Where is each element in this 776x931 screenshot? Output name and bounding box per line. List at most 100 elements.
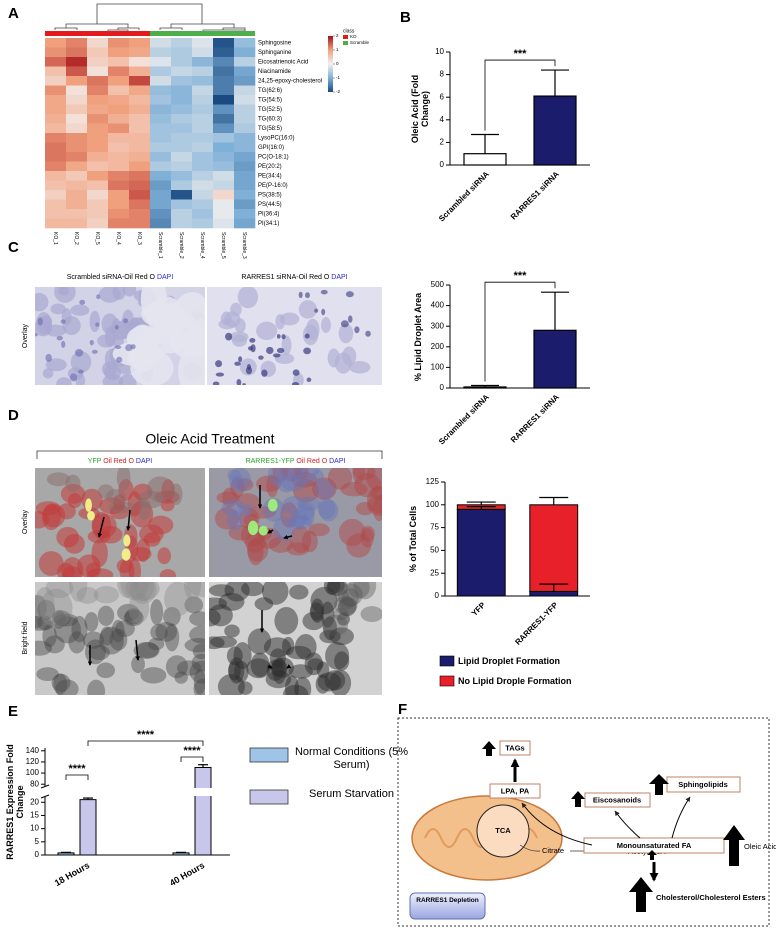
class-bar [150,31,255,36]
bar-segment [456,508,506,597]
cell [289,584,309,600]
row-label: GPI(16:0) [258,145,284,151]
heatmap-cell [87,66,109,77]
caption-part: Oil Red O [103,458,134,465]
heatmap-cell [87,142,109,153]
cell [189,660,205,684]
cell [261,582,289,605]
heatmap-cell [45,114,67,124]
heatmap-cell [150,123,172,134]
bar [172,852,190,856]
cell [165,655,188,679]
cell [327,348,340,368]
heatmap-cell [129,152,151,162]
cell [297,496,322,511]
heatmap-cell [66,95,88,105]
cell [114,325,119,330]
caption-part: RARRES1 siRNA-Oil Red O [241,274,330,281]
cell [320,317,331,333]
cell [159,569,176,577]
heatmap-cell [150,199,172,210]
cell [360,606,382,623]
heatmap-cell [171,218,193,229]
cell [365,330,371,337]
cell [339,597,354,610]
y-tick-label: 0 [440,160,445,169]
cell [266,346,274,355]
heatmap-cell [171,114,193,124]
cell [293,473,315,485]
cell [109,321,131,340]
cell [140,667,167,684]
cell [311,469,324,484]
heatmap-cell [150,180,172,191]
y-axis-label: RARRES1 Expression Fold Change [5,743,25,860]
y-tick-label: 400 [431,301,445,310]
x-tick-label: YFP [470,600,488,618]
cell [245,366,253,375]
cell [62,566,82,577]
heatmap-cell [129,47,151,58]
heatmap-cell [45,123,67,134]
heatmap-cell [213,199,235,210]
cell [298,300,318,319]
y-tick-label: 200 [431,342,445,351]
cell [353,582,377,600]
heatmap-cell [213,47,235,58]
cell [256,321,278,341]
cell [355,501,374,516]
cell [318,499,339,522]
heatmap-cell [192,66,214,77]
bar [533,329,577,389]
cell [222,487,237,508]
caption-part: DAPI [135,458,153,465]
cell [237,287,259,309]
error-bar [541,291,569,331]
heatmap-cell [108,180,130,191]
heatmap-cell [192,38,214,48]
cell [118,373,137,385]
heatmap-cell [129,209,151,219]
cell [235,493,260,510]
heatmap-cell [192,142,214,153]
node-label: Eiscosanoids [593,795,641,804]
heatmap-cell [234,95,256,105]
cell [123,534,131,547]
y-tick-label: 2 [440,138,445,147]
heatmap-cell [108,123,130,134]
error-bar [83,797,93,800]
heatmap-cell [150,38,172,48]
condition-box [409,892,486,920]
row-label: TG(62:6) [258,88,282,94]
heatmap-cell [45,180,67,191]
y-tick-label: 140 [26,746,40,755]
bar-segment [529,590,579,597]
significance-label: *** [514,270,528,282]
heatmap-cell [234,76,256,86]
significance-bracket [484,281,556,382]
heatmap-cell [66,47,88,58]
heatmap-cell [129,123,151,134]
cell [301,530,318,553]
y-tick-label: 120 [26,757,40,766]
heatmap-cell [129,190,151,200]
node-label: Sphingolipids [678,780,728,789]
heatmap-cell [234,123,256,134]
heatmap-cell [234,152,256,162]
cell [290,508,308,528]
image-title: YFP Oil Red O DAPI [35,458,205,465]
node-box [489,783,541,799]
y-tick-label: 125 [426,477,440,486]
colorbar [328,36,333,92]
panel-label: C [8,239,19,256]
cell [340,320,349,328]
cell [128,558,142,577]
heatmap-cell [171,85,193,96]
heatmap-cell [129,114,151,124]
cell [265,670,292,689]
cell [337,583,363,607]
legend-swatch [439,675,455,687]
cell [276,347,285,354]
significance-bracket [484,59,556,131]
cell [128,592,150,624]
